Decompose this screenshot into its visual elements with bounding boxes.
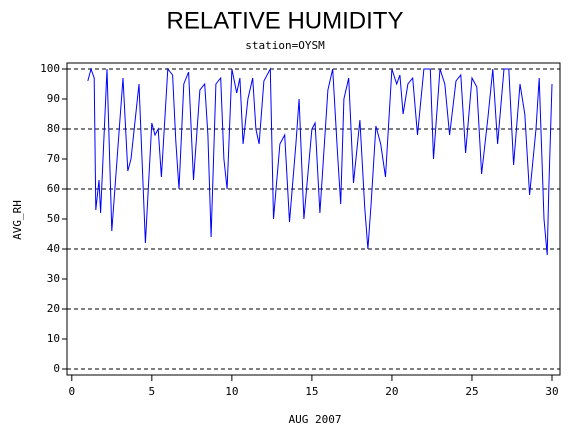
y-axis-label: AVG_RH <box>11 200 24 240</box>
x-tick-label: 10 <box>225 385 238 398</box>
x-tick-label: 5 <box>149 385 156 398</box>
y-tick-label: 50 <box>47 212 60 225</box>
plot-frame <box>66 62 561 376</box>
x-tick-label: 25 <box>465 385 478 398</box>
y-tick-label: 30 <box>47 272 60 285</box>
chart-title: RELATIVE HUMIDITY <box>167 7 404 34</box>
x-tick-label: 20 <box>385 385 398 398</box>
x-axis-label: AUG 2007 <box>289 413 342 426</box>
y-tick-label: 90 <box>47 92 60 105</box>
y-tick-label: 40 <box>47 242 60 255</box>
y-tick-label: 70 <box>47 152 60 165</box>
y-tick-label: 60 <box>47 182 60 195</box>
data-line <box>87 67 553 256</box>
y-tick-label: 80 <box>47 122 60 135</box>
y-tick-label: 100 <box>40 62 60 75</box>
x-tick-label: 0 <box>68 385 75 398</box>
y-tick-label: 0 <box>53 362 60 375</box>
x-tick-label: 15 <box>305 385 318 398</box>
y-tick-label: 10 <box>47 332 60 345</box>
y-tick-label: 20 <box>47 302 60 315</box>
x-tick-label: 30 <box>545 385 558 398</box>
chart-subtitle: station=OYSM <box>245 39 325 52</box>
